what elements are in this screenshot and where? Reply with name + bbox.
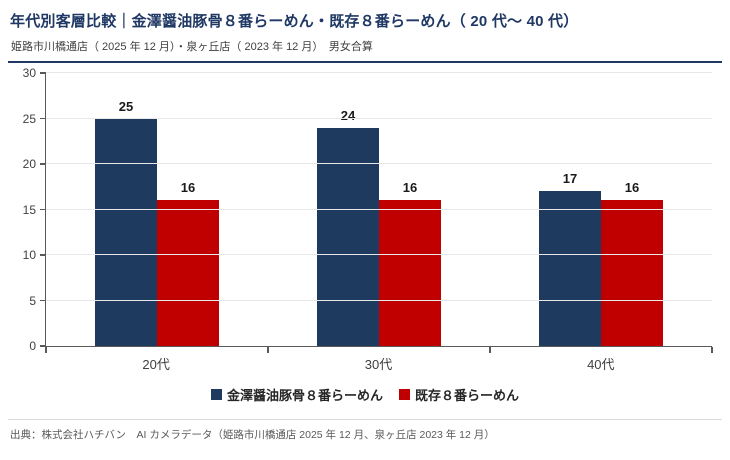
bar: 17 [539,171,601,346]
legend-label: 金澤醤油豚骨８番らーめん [226,388,383,403]
bar-value-label: 16 [402,180,418,196]
header-divider [8,61,722,63]
footer-divider [8,419,722,420]
bar-groups: 25 16 24 16 17 16 [46,73,712,346]
legend-swatch-icon [210,389,222,400]
bar: 24 [317,108,379,346]
chart-title: 年代別客層比較｜金澤醤油豚骨８番らーめん・既存８番らーめん（ 20 代～ 40 … [10,13,579,30]
legend-label: 既存８番らーめん [415,388,520,403]
bar-value-label: 16 [180,180,196,196]
y-axis-tick [40,299,46,302]
gridline [46,208,712,210]
bar-group: 17 16 [490,73,712,346]
gridline [46,163,712,164]
x-axis-tick [267,347,269,353]
y-axis-tick [40,345,46,347]
gridline [46,299,712,301]
legend-item: 金澤醤油豚骨８番らーめん [210,385,383,404]
source-note: 出典：株式会社ハチバン AI カメラデータ（姫路市川橋通店 2025 年 12 … [10,429,495,441]
bar-group: 25 16 [46,73,268,346]
y-axis-tick [40,117,46,120]
y-axis-tick-label: 20 [22,157,36,172]
y-axis-tick-label: 0 [29,339,36,353]
legend-swatch-icon [399,389,410,400]
chart-subtitle: 姫路市川橋通店（ 2025 年 12 月）・泉ヶ丘店（ 2023 年 12 月）… [11,41,373,53]
y-axis-tick-label: 5 [29,293,36,308]
y-axis-tick-label: 25 [22,111,36,126]
x-axis-category-label: 30代 [364,357,393,372]
x-axis-tick [45,347,47,353]
legend: 金澤醤油豚骨８番らーめん 既存８番らーめん [0,385,730,404]
y-axis-tick [40,72,46,74]
bar: 25 [95,99,157,346]
y-axis-tick [40,163,46,165]
bar: 16 [379,180,441,346]
y-axis-tick [40,254,46,256]
bar-value-label: 16 [624,180,640,196]
x-axis-labels: 20代 30代 40代 [45,354,712,373]
bar: 16 [601,180,663,346]
bar-value-label: 17 [562,171,578,187]
bar-value-label: 25 [118,98,134,114]
legend-item: 既存８番らーめん [399,385,519,404]
y-axis-tick-label: 10 [22,248,36,263]
y-axis-tick-label: 15 [22,202,36,217]
bar-group: 24 16 [268,73,490,346]
y-axis-tick [40,208,46,211]
gridline [46,117,712,119]
x-axis-category-label: 20代 [142,357,170,372]
gridline [46,72,712,73]
plot-area: 25 16 24 16 17 16 0 5 10 15 20 25 30 [23,66,713,353]
y-axis-tick-label: 30 [22,66,36,80]
x-axis-category-label: 40代 [587,357,615,372]
gridline [46,254,712,255]
x-axis-tick [489,347,491,353]
bar-value-label: 24 [340,107,356,123]
bar: 16 [157,180,219,346]
x-axis-tick [711,347,713,353]
